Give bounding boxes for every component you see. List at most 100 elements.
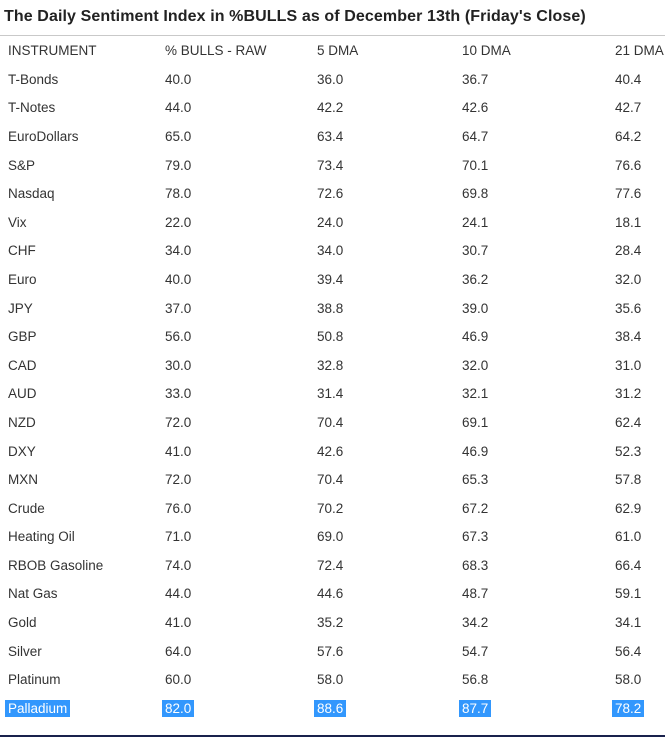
cell-text: 42.2	[317, 100, 344, 116]
dma10-cell: 67.3	[454, 523, 607, 552]
dma10-cell: 54.7	[454, 637, 607, 666]
cell-text: Vix	[8, 214, 27, 230]
cell-text: 56.0	[165, 329, 192, 345]
raw-cell: 44.0	[157, 580, 309, 609]
dma10-cell: 70.1	[454, 151, 607, 180]
cell-text: 66.4	[615, 557, 642, 573]
table-row: T-Bonds 40.0 36.0 36.7 40.4	[0, 65, 665, 94]
cell-text: 70.4	[317, 472, 344, 488]
instrument-cell: JPY	[0, 294, 157, 323]
cell-text: 44.0	[165, 100, 192, 116]
table-row: Gold 41.0 35.2 34.2 34.1	[0, 608, 665, 637]
cell-text: 64.2	[615, 128, 642, 144]
cell-text: 46.9	[462, 443, 489, 459]
dma5-cell: 57.6	[309, 637, 454, 666]
cell-text: MXN	[8, 472, 38, 488]
instrument-cell: AUD	[0, 380, 157, 409]
cell-text: JPY	[8, 300, 33, 316]
cell-text: 24.1	[462, 214, 489, 230]
column-header-bulls-raw: % BULLS - RAW	[165, 43, 267, 58]
instrument-cell: DXY	[0, 437, 157, 466]
instrument-cell: Silver	[0, 637, 157, 666]
cell-text: 34.2	[462, 615, 489, 631]
dma5-cell: 70.4	[309, 465, 454, 494]
cell-text: 64.7	[462, 128, 489, 144]
cell-text: 50.8	[317, 329, 344, 345]
instrument-cell: Nat Gas	[0, 580, 157, 609]
table-row: CAD 30.0 32.8 32.0 31.0	[0, 351, 665, 380]
cell-text: 70.4	[317, 414, 344, 430]
dma5-cell: 38.8	[309, 294, 454, 323]
cell-text: Platinum	[8, 672, 61, 688]
instrument-cell: Heating Oil	[0, 523, 157, 552]
cell-text: 69.1	[462, 414, 489, 430]
instrument-cell: Platinum	[0, 665, 157, 694]
cell-text: 69.8	[462, 186, 489, 202]
dma5-cell: 42.6	[309, 437, 454, 466]
raw-cell: 72.0	[157, 408, 309, 437]
dma21-cell: 78.2	[607, 694, 665, 723]
dma21-cell: 28.4	[607, 237, 665, 266]
instrument-cell: Palladium	[0, 694, 157, 723]
dma10-cell: 46.9	[454, 322, 607, 351]
selected-text: Palladium	[5, 699, 71, 717]
dma21-cell: 64.2	[607, 122, 665, 151]
cell-text: 34.0	[317, 243, 344, 259]
cell-text: 22.0	[165, 214, 192, 230]
dma21-cell: 62.9	[607, 494, 665, 523]
cell-text: 30.0	[165, 357, 192, 373]
cell-text: Heating Oil	[8, 529, 75, 545]
table-row: Heating Oil 71.0 69.0 67.3 61.0	[0, 523, 665, 552]
raw-cell: 82.0	[157, 694, 309, 723]
instrument-cell: CHF	[0, 237, 157, 266]
dma21-cell: 31.2	[607, 380, 665, 409]
dma5-cell: 24.0	[309, 208, 454, 237]
cell-text: 76.0	[165, 500, 192, 516]
dma10-cell: 32.0	[454, 351, 607, 380]
instrument-cell: Crude	[0, 494, 157, 523]
cell-text: 44.0	[165, 586, 192, 602]
cell-text: 76.6	[615, 157, 642, 173]
dma21-cell: 56.4	[607, 637, 665, 666]
dma5-cell: 35.2	[309, 608, 454, 637]
column-header-instrument: INSTRUMENT	[8, 43, 97, 58]
cell-text: 65.3	[462, 472, 489, 488]
dma5-cell: 31.4	[309, 380, 454, 409]
instrument-cell: S&P	[0, 151, 157, 180]
cell-text: T-Notes	[8, 100, 56, 116]
cell-text: 67.2	[462, 500, 489, 516]
dma10-cell: 24.1	[454, 208, 607, 237]
column-header-5dma: 5 DMA	[317, 43, 359, 58]
cell-text: 36.7	[462, 71, 489, 87]
raw-cell: 56.0	[157, 322, 309, 351]
dma10-cell: 64.7	[454, 122, 607, 151]
cell-text: Gold	[8, 615, 37, 631]
dma10-cell: 65.3	[454, 465, 607, 494]
raw-cell: 44.0	[157, 94, 309, 123]
cell-text: 32.1	[462, 386, 489, 402]
raw-cell: 34.0	[157, 237, 309, 266]
instrument-cell: T-Notes	[0, 94, 157, 123]
cell-text: 34.1	[615, 615, 642, 631]
cell-text: 42.7	[615, 100, 642, 116]
dma21-cell: 42.7	[607, 94, 665, 123]
column-header-10dma: 10 DMA	[462, 43, 511, 58]
raw-cell: 65.0	[157, 122, 309, 151]
dma21-cell: 62.4	[607, 408, 665, 437]
cell-text: 77.6	[615, 186, 642, 202]
cell-text: T-Bonds	[8, 71, 59, 87]
dma10-cell: 34.2	[454, 608, 607, 637]
raw-cell: 41.0	[157, 437, 309, 466]
cell-text: 70.2	[317, 500, 344, 516]
dma10-cell: 56.8	[454, 665, 607, 694]
raw-cell: 40.0	[157, 65, 309, 94]
instrument-cell: MXN	[0, 465, 157, 494]
cell-text: 46.9	[462, 329, 489, 345]
raw-cell: 37.0	[157, 294, 309, 323]
cell-text: 78.0	[165, 186, 192, 202]
dma10-cell: 42.6	[454, 94, 607, 123]
cell-text: 69.0	[317, 529, 344, 545]
table-row: Platinum 60.0 58.0 56.8 58.0	[0, 665, 665, 694]
table-row: S&P 79.0 73.4 70.1 76.6	[0, 151, 665, 180]
cell-text: 38.8	[317, 300, 344, 316]
